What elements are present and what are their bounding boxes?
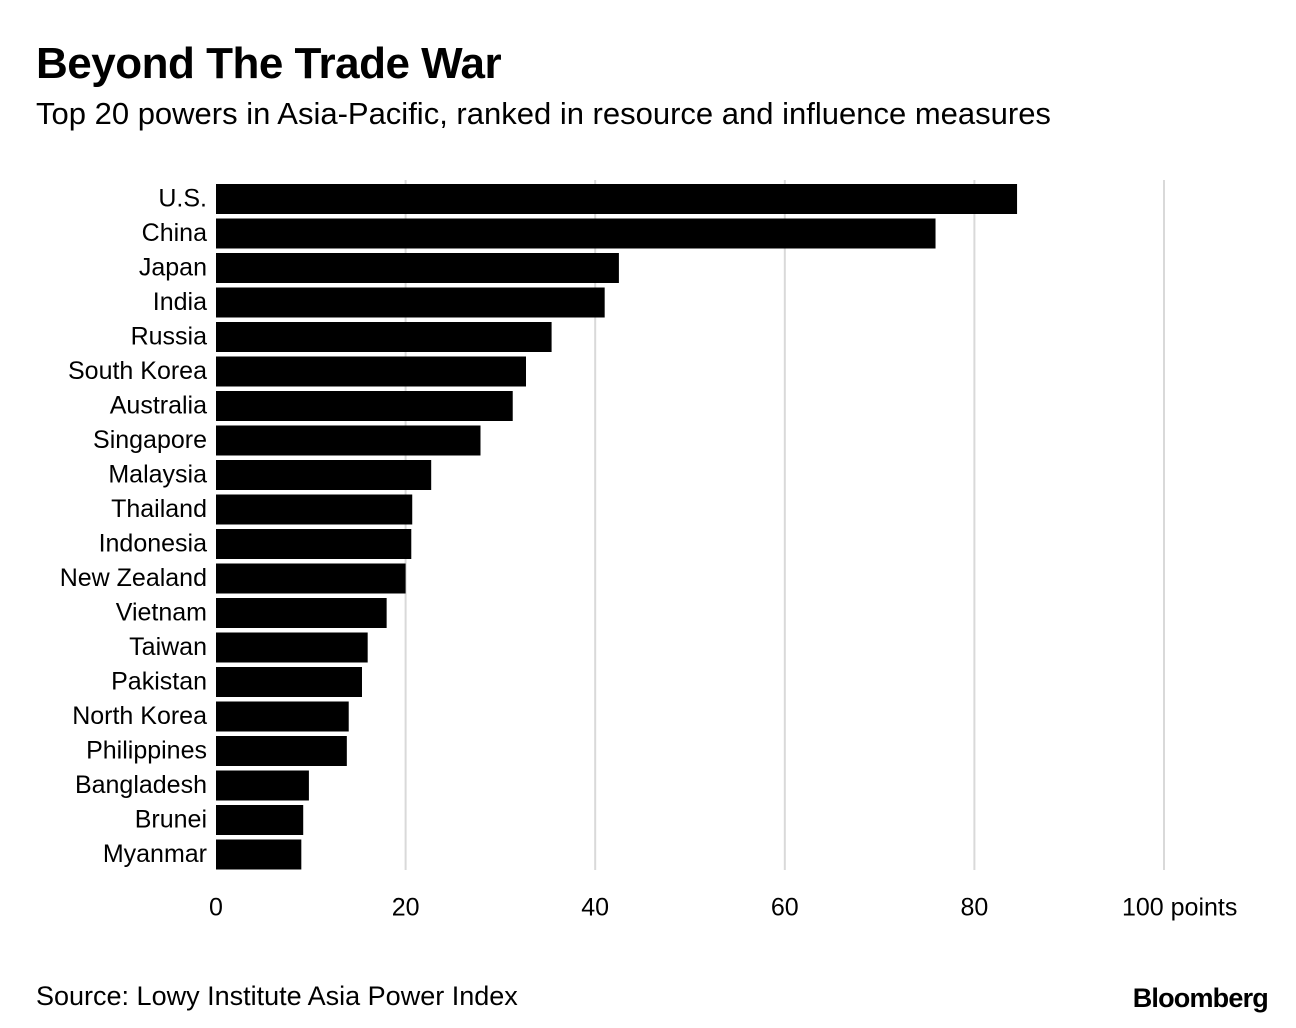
chart-title: Beyond The Trade War: [36, 39, 502, 88]
x-tick-label: 0: [209, 894, 223, 922]
category-label: Australia: [110, 392, 207, 420]
category-label: U.S.: [158, 185, 207, 213]
category-label: Brunei: [135, 806, 207, 834]
bar-new-zealand: [216, 563, 406, 594]
bar-pakistan: [216, 667, 362, 697]
bar-vietnam: [216, 598, 387, 628]
x-tick-label: 80: [960, 894, 988, 922]
bars: [216, 184, 1018, 870]
bar-brunei: [216, 805, 304, 835]
category-label: Thailand: [111, 495, 207, 523]
bloomberg-logo: Bloomberg: [1132, 983, 1269, 1013]
chart-subtitle: Top 20 powers in Asia-Pacific, ranked in…: [36, 96, 1051, 131]
bar-thailand: [216, 494, 413, 525]
category-label: North Korea: [72, 702, 207, 730]
bar-indonesia: [216, 529, 412, 559]
bar-south-korea: [216, 356, 526, 387]
category-label: Russia: [131, 323, 208, 351]
x-tick-label: 60: [771, 894, 799, 922]
category-label: China: [142, 219, 207, 247]
grid-lines: [404, 180, 1165, 870]
category-label: Singapore: [93, 426, 207, 454]
bar-myanmar: [216, 839, 302, 870]
category-label: Myanmar: [103, 840, 207, 868]
category-label: Japan: [139, 254, 207, 282]
category-labels: U.S. China Japan India Russia South Korea Aust…: [60, 185, 207, 869]
category-label: Indonesia: [99, 530, 208, 558]
category-label: Taiwan: [129, 633, 207, 661]
category-label: South Korea: [68, 357, 207, 385]
bar-japan: [216, 253, 619, 283]
source-note: Source: Lowy Institute Asia Power Index: [36, 981, 518, 1011]
category-label: Malaysia: [108, 461, 207, 489]
bar-australia: [216, 391, 513, 421]
category-label: Bangladesh: [75, 771, 207, 799]
x-axis-ticks: 0 20 40 60 80 100 points: [209, 894, 1237, 922]
bar-india: [216, 287, 605, 318]
category-label: Philippines: [86, 737, 207, 765]
bar-china: [216, 218, 936, 249]
category-label: Vietnam: [116, 599, 207, 627]
category-label: Pakistan: [111, 668, 207, 696]
bar-taiwan: [216, 632, 368, 663]
category-label: India: [153, 288, 207, 316]
bar-bangladesh: [216, 770, 309, 801]
bar-singapore: [216, 425, 481, 456]
bar-russia: [216, 322, 552, 352]
bar-philippines: [216, 736, 347, 766]
x-tick-label: 100 points: [1122, 894, 1237, 922]
bar-malaysia: [216, 460, 432, 490]
x-tick-label: 40: [581, 894, 609, 922]
category-label: New Zealand: [60, 564, 207, 592]
bar-north-korea: [216, 701, 349, 732]
bar-u-s: [216, 184, 1018, 214]
x-tick-label: 20: [392, 894, 420, 922]
